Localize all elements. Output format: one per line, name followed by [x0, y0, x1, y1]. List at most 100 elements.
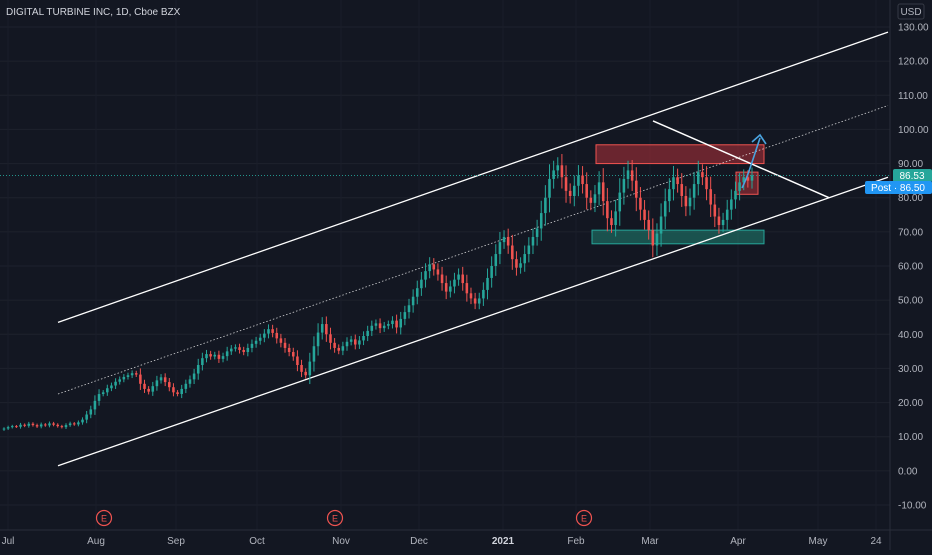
candle — [176, 390, 179, 397]
candle-body — [2, 428, 6, 430]
candle-body — [701, 172, 704, 178]
candle-body — [370, 325, 374, 331]
candle — [151, 381, 155, 396]
candle — [180, 384, 183, 399]
descending-trendline — [652, 120, 830, 199]
y-tick-label: 0.00 — [898, 466, 918, 477]
candle — [287, 343, 291, 357]
candle — [52, 421, 55, 427]
candle-body — [304, 371, 307, 376]
x-tick-label: 24 — [870, 536, 882, 547]
candle — [539, 200, 543, 241]
candle — [556, 157, 560, 179]
candle — [362, 331, 365, 346]
candle — [192, 368, 196, 385]
candle-body — [362, 335, 365, 341]
candle — [44, 423, 47, 427]
candle-body — [725, 209, 729, 220]
y-tick-label: 100.00 — [898, 125, 929, 136]
candle — [651, 218, 655, 258]
candle-body — [39, 424, 43, 427]
candle — [535, 219, 539, 246]
candle-body — [420, 279, 423, 289]
candle-body — [457, 274, 460, 280]
y-tick-label: 50.00 — [898, 296, 923, 307]
candle-body — [85, 414, 88, 420]
candle — [444, 275, 448, 300]
candle-body — [461, 274, 464, 284]
candle-body — [159, 377, 163, 381]
candle-body — [721, 219, 725, 226]
candle-body — [436, 269, 440, 275]
post-price-text: Post · 86.50 — [871, 183, 925, 194]
candle-body — [60, 426, 64, 428]
candle-body — [730, 199, 733, 210]
candle — [48, 421, 51, 428]
candle-body — [407, 305, 411, 313]
candle-body — [639, 197, 642, 210]
candle-body — [680, 184, 684, 197]
candle-body — [449, 286, 452, 292]
candle — [23, 423, 26, 428]
candle — [382, 321, 386, 332]
candle — [163, 373, 167, 387]
candle — [72, 422, 76, 426]
candle-body — [424, 271, 427, 280]
candle — [647, 210, 650, 240]
candle-body — [506, 236, 510, 246]
candle-body — [498, 242, 502, 255]
candle-body — [188, 379, 192, 384]
candle — [345, 337, 349, 351]
candle — [610, 210, 613, 233]
candle — [432, 258, 436, 276]
post-price-badge — [865, 181, 932, 194]
candle — [39, 422, 43, 429]
candle — [688, 188, 692, 216]
candle-body — [31, 423, 35, 426]
candle — [60, 424, 64, 429]
currency-badge[interactable] — [897, 3, 925, 20]
candle-body — [52, 423, 55, 425]
candle — [643, 200, 646, 230]
candle — [242, 346, 245, 356]
candle — [469, 287, 473, 305]
candle-body — [606, 201, 609, 219]
candle — [564, 165, 568, 203]
candle-body — [378, 323, 382, 329]
currency-label: USD — [900, 7, 921, 18]
candle — [548, 164, 551, 213]
x-tick-label: Mar — [641, 536, 659, 547]
candle-body — [626, 170, 630, 179]
candle — [490, 256, 493, 288]
candle-body — [147, 388, 150, 392]
candle — [85, 410, 88, 424]
candle-body — [548, 178, 551, 198]
candle — [630, 160, 634, 191]
candle — [15, 424, 18, 428]
candle-body — [643, 209, 646, 220]
candle-body — [155, 380, 159, 387]
candle — [374, 319, 378, 330]
candle — [155, 375, 159, 391]
candle-body — [230, 348, 233, 352]
candle — [672, 165, 675, 201]
candle-body — [668, 189, 671, 202]
candle-body — [428, 264, 431, 272]
candle-body — [486, 277, 489, 290]
overlays — [741, 133, 767, 189]
candle — [614, 199, 617, 237]
candle — [515, 251, 518, 276]
candle — [705, 166, 708, 201]
candle-body — [395, 320, 398, 328]
candle — [201, 352, 204, 371]
candle — [267, 324, 270, 339]
candle — [395, 314, 398, 334]
candle-body — [374, 323, 378, 326]
candle — [573, 175, 576, 207]
price-badges: 86.53 Post · 86.50 — [865, 169, 932, 194]
candle — [337, 344, 341, 355]
x-tick-label: Aug — [87, 536, 105, 547]
candle-body — [391, 320, 394, 325]
candle — [320, 317, 324, 340]
